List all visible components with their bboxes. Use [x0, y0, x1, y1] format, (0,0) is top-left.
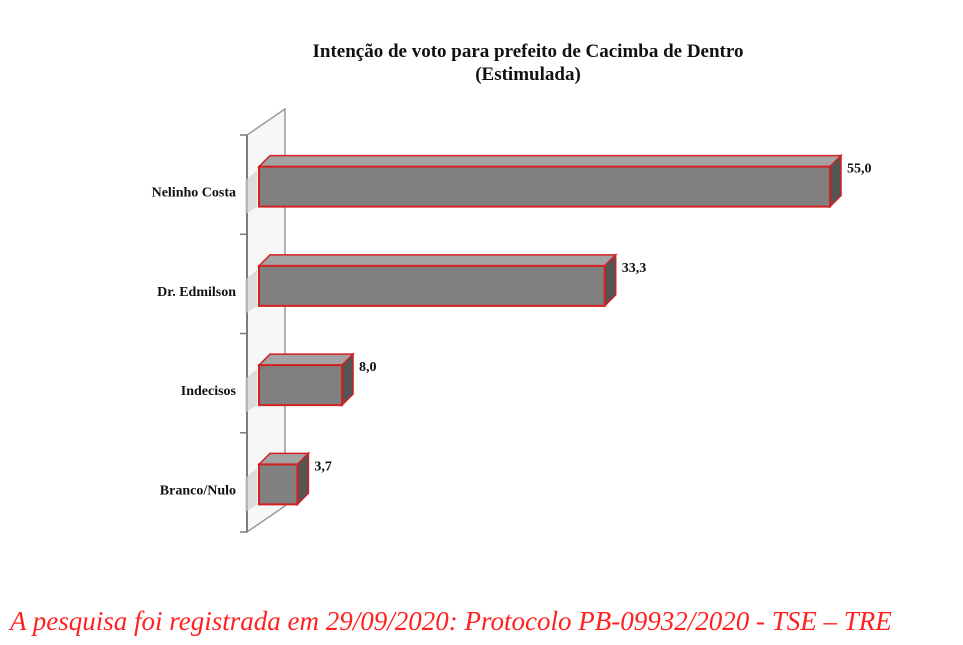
- bar-shadow: [245, 170, 257, 215]
- value-label: 8,0: [359, 360, 377, 375]
- value-label: 55,0: [847, 162, 872, 177]
- bar-group: 55,0: [245, 153, 872, 215]
- bar-group: 33,3: [245, 253, 647, 314]
- bar-shadow: [245, 468, 257, 513]
- bar: [258, 264, 606, 307]
- bar-chart: Intenção de voto para prefeito de Cacimb…: [152, 41, 872, 534]
- bar: [258, 364, 344, 407]
- bar-top-face: [257, 254, 618, 267]
- bar-top-face: [257, 154, 843, 168]
- bar-group: 3,7: [245, 451, 332, 513]
- bar-top-face: [257, 353, 355, 366]
- category-label: Nelinho Costa: [152, 186, 236, 201]
- chart-title: Intenção de voto para prefeito de Cacimb…: [313, 41, 744, 62]
- chart-subtitle: (Estimulada): [475, 64, 581, 85]
- category-axis: Nelinho Costa Dr. Edmilson Indecisos Branco…: [152, 107, 286, 534]
- value-label: 33,3: [622, 261, 647, 276]
- bar-shadow: [245, 269, 257, 314]
- bar-shadow: [245, 369, 257, 414]
- value-label: 3,7: [314, 459, 332, 474]
- category-label: Branco/Nulo: [160, 483, 236, 498]
- bar-group: 8,0: [245, 352, 377, 414]
- bar: [258, 165, 831, 208]
- registration-footnote: A pesquisa foi registrada em 29/09/2020:…: [10, 606, 892, 636]
- bars: 55,0 33,3 8,0 3,7: [245, 153, 872, 513]
- bar: [258, 463, 299, 506]
- category-label: Dr. Edmilson: [157, 285, 236, 300]
- category-label: Indecisos: [181, 384, 237, 399]
